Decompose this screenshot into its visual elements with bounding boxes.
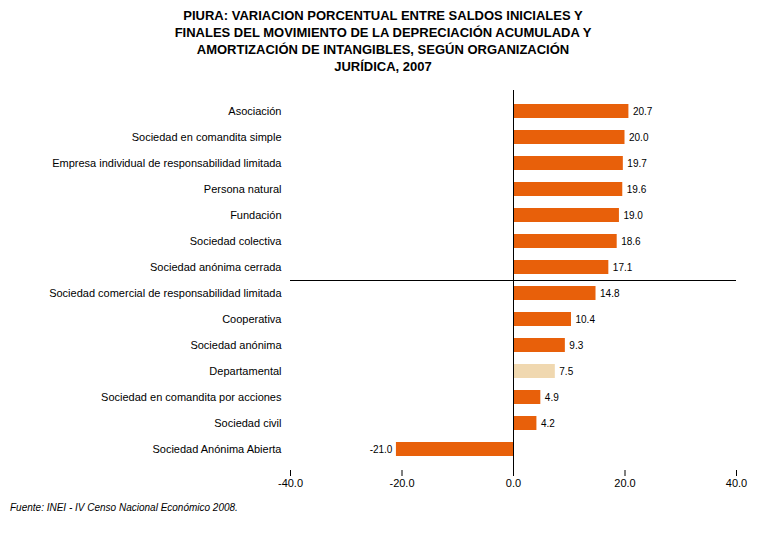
svg-text:Sociedad civil: Sociedad civil xyxy=(214,417,281,429)
svg-text:7.5: 7.5 xyxy=(559,365,573,376)
svg-text:9.3: 9.3 xyxy=(569,339,583,350)
svg-text:20.7: 20.7 xyxy=(633,105,653,116)
svg-text:Sociedad en comandita por acci: Sociedad en comandita por acciones xyxy=(101,391,282,403)
svg-text:Empresa individual de responsa: Empresa individual de responsabilidad li… xyxy=(52,157,282,169)
svg-text:0.0: 0.0 xyxy=(506,477,521,489)
svg-text:Sociedad Anónima Abierta: Sociedad Anónima Abierta xyxy=(152,443,282,455)
svg-text:19.6: 19.6 xyxy=(627,183,647,194)
svg-text:Fundación: Fundación xyxy=(230,209,281,221)
html-text:Fuente: INEI - IV Censo Nacion: Fuente: INEI - IV Censo Nacional Económi… xyxy=(10,501,238,513)
svg-text:14.8: 14.8 xyxy=(600,287,620,298)
html-text:PIURA: VARIACION PORCENTUAL EN: PIURA: VARIACION PORCENTUAL ENTRE SALDOS… xyxy=(174,8,592,74)
svg-text:Sociedad anónima cerrada: Sociedad anónima cerrada xyxy=(150,261,282,273)
svg-text:19.0: 19.0 xyxy=(623,209,643,220)
svg-text:4.2: 4.2 xyxy=(541,417,555,428)
svg-text:Departamental: Departamental xyxy=(209,365,281,377)
svg-text:-20.0: -20.0 xyxy=(389,477,414,489)
svg-text:10.4: 10.4 xyxy=(575,313,595,324)
svg-text:19.7: 19.7 xyxy=(627,157,647,168)
svg-text:40.0: 40.0 xyxy=(726,477,747,489)
svg-text:Persona natural: Persona natural xyxy=(204,183,282,195)
svg-text:-40.0: -40.0 xyxy=(278,477,303,489)
svg-text:Sociedad colectiva: Sociedad colectiva xyxy=(190,235,283,247)
svg-text:20.0: 20.0 xyxy=(614,477,635,489)
svg-text:Sociedad anónima: Sociedad anónima xyxy=(190,339,282,351)
svg-text:4.9: 4.9 xyxy=(545,391,559,402)
svg-text:Cooperativa: Cooperativa xyxy=(222,313,282,325)
svg-text:20.0: 20.0 xyxy=(629,131,649,142)
svg-text:Sociedad comercial de responsa: Sociedad comercial de responsabilidad li… xyxy=(49,287,282,299)
svg-text:-21.0: -21.0 xyxy=(370,443,393,454)
svg-text:18.6: 18.6 xyxy=(621,235,641,246)
svg-text:Sociedad en comandita simple: Sociedad en comandita simple xyxy=(132,131,282,143)
svg-text:17.1: 17.1 xyxy=(613,261,633,272)
svg-text:Asociación: Asociación xyxy=(228,105,281,117)
